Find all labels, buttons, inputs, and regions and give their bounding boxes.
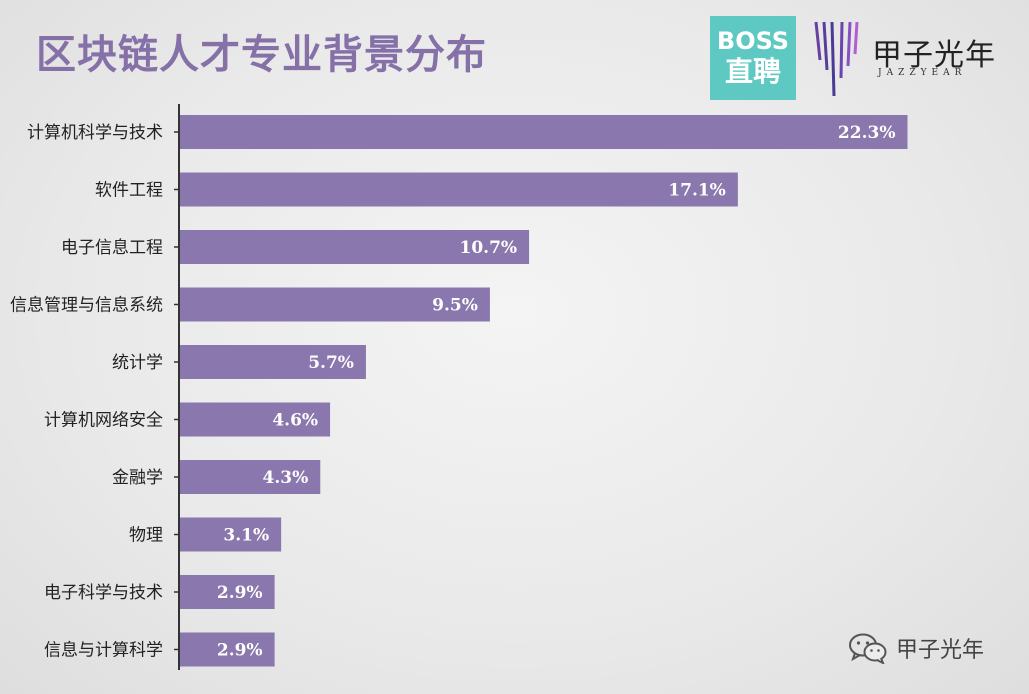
boss-logo-line2: 直聘 [724,55,781,88]
bar-6 [180,460,321,494]
bar-1 [180,172,738,207]
category-label-4: 统计学 [112,353,163,373]
bar-8 [180,575,275,609]
value-label-1: 17.1% [668,181,726,201]
value-label-5: 4.6% [272,411,318,431]
bar-2 [180,230,530,264]
value-label-8: 2.9% [217,583,263,603]
watermark-text: 甲子光年 [896,638,985,663]
category-label-7: 物理 [129,526,163,546]
category-label-5: 计算机网络安全 [44,411,163,431]
category-label-6: 金融学 [112,468,163,488]
bar-0 [180,115,908,149]
category-label-0: 计算机科学与技术 [27,123,163,143]
bar-9 [180,632,275,667]
category-label-9: 信息与计算科学 [44,641,163,661]
jazzyear-logo: 甲子光年 JAZZYEAR [812,20,1002,96]
value-label-4: 5.7% [308,353,354,373]
value-label-7: 3.1% [223,526,269,546]
boss-logo-line1: BOSS [716,27,790,55]
jazzyear-name: 甲子光年 [872,38,996,73]
value-label-2: 10.7% [460,238,518,258]
value-label-9: 2.9% [217,641,263,661]
value-label-3: 9.5% [432,296,478,316]
category-label-2: 电子信息工程 [61,238,163,258]
bar-5 [180,402,331,437]
bar-3 [180,287,490,322]
bar-4 [180,345,366,379]
wechat-watermark: 甲子光年 [848,630,984,666]
value-label-0: 22.3% [838,123,896,143]
category-label-3: 信息管理与信息系统 [10,296,163,316]
jazzyear-subtitle: JAZZYEAR [878,68,967,78]
category-label-8: 电子科学与技术 [44,583,163,603]
boss-zhipin-logo: BOSS 直聘 [710,16,796,100]
value-label-6: 4.3% [263,468,309,488]
bar-7 [180,517,282,552]
category-label-1: 软件工程 [95,181,163,201]
chart-title: 区块链人才专业背景分布 [36,32,487,78]
wechat-icon [849,633,887,664]
jazzyear-mark-icon [814,21,859,96]
